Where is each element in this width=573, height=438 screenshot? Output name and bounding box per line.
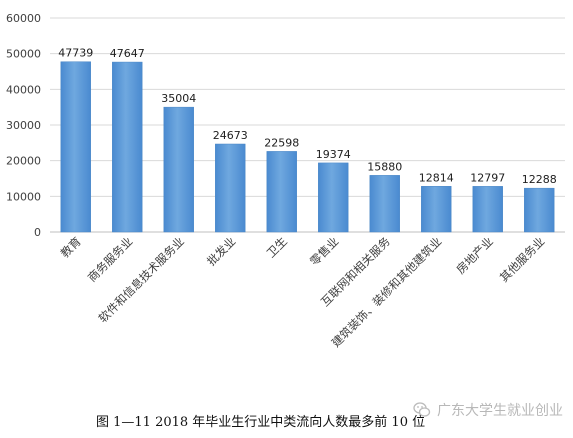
y-tick-label: 0 <box>34 226 41 239</box>
bar <box>421 186 452 233</box>
y-tick-label: 60000 <box>6 12 41 25</box>
x-tick-label: 商务服务业 <box>85 234 136 285</box>
data-label: 12797 <box>470 171 505 184</box>
watermark-text: 广东大学生就业创业 <box>437 403 563 419</box>
y-tick-label: 20000 <box>6 155 41 168</box>
x-tick-label: 其他服务业 <box>497 234 548 285</box>
data-label: 12814 <box>419 171 454 184</box>
x-tick-label: 批发业 <box>204 234 238 268</box>
y-tick-label: 30000 <box>6 119 41 132</box>
bars <box>60 61 555 233</box>
x-tick-label: 建筑装饰、装修和其他建筑业 <box>329 234 445 350</box>
y-tick-label: 10000 <box>6 190 41 203</box>
bar <box>215 143 246 233</box>
bar <box>472 186 503 233</box>
data-label: 22598 <box>264 136 299 149</box>
figure-caption: 图 1—11 2018 年毕业生行业中类流向人数最多前 10 位 <box>96 415 426 430</box>
data-label: 15880 <box>367 160 402 173</box>
data-label: 19374 <box>316 148 351 161</box>
bar-chart: 0 10000 20000 30000 40000 50000 60000 47739 476… <box>6 12 565 350</box>
wechat-icon <box>413 402 431 417</box>
y-axis: 0 10000 20000 30000 40000 50000 60000 <box>6 12 41 239</box>
x-tick-label: 零售业 <box>307 234 341 268</box>
y-tick-label: 50000 <box>6 48 41 61</box>
data-label: 47739 <box>58 47 93 60</box>
bar <box>60 61 91 233</box>
data-label: 35004 <box>161 92 196 105</box>
bar <box>266 151 297 233</box>
x-tick-label: 房地产业 <box>453 234 495 276</box>
bar <box>369 175 400 233</box>
bar <box>163 106 194 233</box>
bar <box>318 162 349 233</box>
y-tick-label: 40000 <box>6 83 41 96</box>
x-tick-label: 软件和信息技术服务业 <box>96 234 187 325</box>
data-label: 24673 <box>213 129 248 142</box>
bar <box>112 61 143 233</box>
data-label: 12288 <box>522 173 557 186</box>
x-tick-label: 教育 <box>58 234 84 260</box>
bar <box>524 187 555 233</box>
watermark: 广东大学生就业创业 <box>413 400 563 420</box>
data-label: 47647 <box>110 47 145 60</box>
data-labels: 47739 47647 35004 24673 22598 19374 15880 12814… <box>58 47 557 186</box>
x-tick-label: 卫生 <box>264 234 290 260</box>
